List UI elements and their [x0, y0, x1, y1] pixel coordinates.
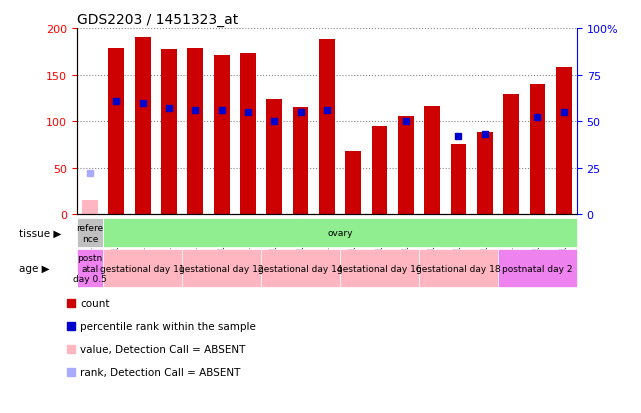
Bar: [261, 250, 340, 287]
Text: percentile rank within the sample: percentile rank within the sample: [80, 321, 256, 331]
Text: gestational day 11: gestational day 11: [101, 264, 185, 273]
Text: ovary: ovary: [328, 229, 353, 238]
Text: refere
nce: refere nce: [76, 224, 104, 243]
Text: postnatal day 2: postnatal day 2: [502, 264, 572, 273]
Bar: [135, 38, 151, 215]
Bar: [372, 126, 387, 215]
Text: postn
atal
day 0.5: postn atal day 0.5: [73, 254, 107, 283]
Bar: [240, 54, 256, 215]
Text: gestational day 16: gestational day 16: [337, 264, 422, 273]
Bar: [187, 49, 203, 215]
Text: tissue ▶: tissue ▶: [19, 228, 62, 238]
Bar: [477, 133, 493, 215]
Bar: [161, 50, 177, 215]
Text: count: count: [80, 299, 110, 309]
Bar: [213, 56, 229, 215]
Text: gestational day 12: gestational day 12: [179, 264, 264, 273]
Bar: [345, 152, 361, 215]
Bar: [108, 49, 124, 215]
Bar: [498, 250, 577, 287]
Bar: [529, 85, 545, 215]
Bar: [419, 250, 498, 287]
Text: GDS2203 / 1451323_at: GDS2203 / 1451323_at: [77, 12, 238, 26]
Bar: [398, 116, 413, 215]
Bar: [82, 201, 98, 215]
Text: value, Detection Call = ABSENT: value, Detection Call = ABSENT: [80, 344, 246, 354]
Bar: [77, 219, 103, 248]
Bar: [556, 68, 572, 215]
Text: age ▶: age ▶: [19, 263, 50, 273]
Bar: [503, 95, 519, 215]
Bar: [451, 145, 467, 215]
Bar: [293, 108, 308, 215]
Text: gestational day 18: gestational day 18: [416, 264, 501, 273]
Text: gestational day 14: gestational day 14: [258, 264, 343, 273]
Text: rank, Detection Call = ABSENT: rank, Detection Call = ABSENT: [80, 367, 240, 377]
Bar: [103, 250, 182, 287]
Bar: [340, 250, 419, 287]
Bar: [267, 100, 282, 215]
Bar: [77, 250, 103, 287]
Bar: [424, 107, 440, 215]
Bar: [182, 250, 261, 287]
Bar: [319, 40, 335, 215]
